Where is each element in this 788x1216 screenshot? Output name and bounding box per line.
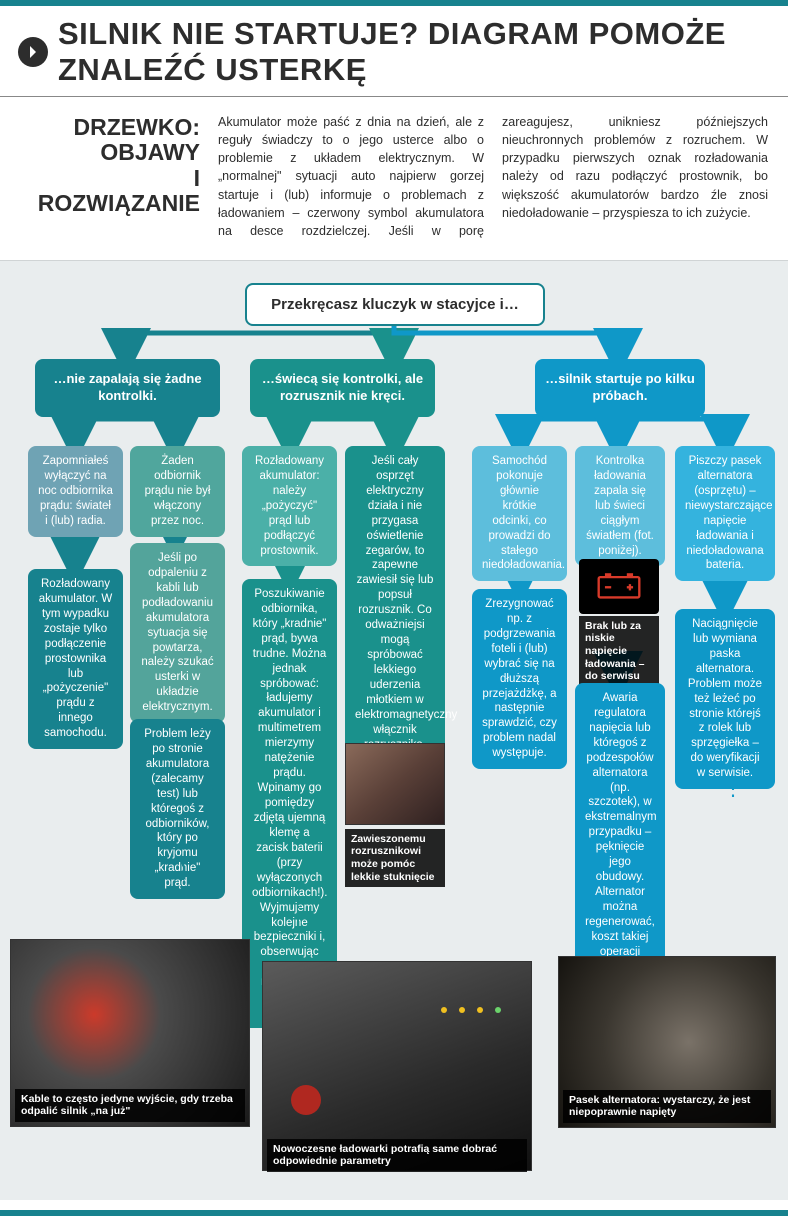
branch2-head: …świecą się kontrolki, ale rozrusznik ni…: [250, 359, 435, 417]
subheading-l2: I ROZWIĄZANIE: [38, 165, 200, 216]
more-dots: ⋮: [173, 859, 190, 884]
b3-a2: Zrezygnować np. z podgrzewania foteli i …: [472, 589, 567, 769]
sub-heading: DRZEWKO: OBJAWY I ROZWIĄZANIE: [25, 113, 200, 240]
page-title: SILNIK NIE STARTUJE? DIAGRAM POMOŻE ZNAL…: [58, 16, 770, 88]
b1-a2: Rozładowany akumulator. W tym wypadku zo…: [28, 569, 123, 749]
photo-cables: Kable to często jedyne wyjście, gdy trze…: [10, 939, 250, 1127]
intro-text: Akumulator może paść z dnia na dzień, al…: [218, 113, 768, 240]
subheading-l1: DRZEWKO: OBJAWY: [74, 114, 200, 165]
more-dots: ⋮: [723, 776, 740, 801]
b2-b1: Jeśli cały osprzęt elektryczny działa i …: [345, 446, 445, 761]
caption-cables: Kable to często jedyne wyjście, gdy trze…: [15, 1089, 245, 1122]
caption-starter: Zawieszonemu rozrusznikowi może pomóc le…: [345, 829, 445, 887]
intro-row: DRZEWKO: OBJAWY I ROZWIĄZANIE Akumulator…: [0, 97, 788, 260]
battery-warning-icon: [579, 559, 659, 614]
start-node: Przekręcasz kluczyk w stacyjce i…: [245, 283, 545, 327]
b1-b1: Żaden odbiornik prądu nie był włączony p…: [130, 446, 225, 537]
bottom-bar: [0, 1210, 788, 1216]
b3-b1: Kontrolka ładowania zapala się lub świec…: [575, 446, 665, 567]
battery-caption: Brak lub za niskie napięcie ładowania – …: [579, 616, 659, 687]
b3-c2: Naciągnięcie lub wymiana paska alternato…: [675, 609, 775, 789]
arrow-right-icon: [18, 37, 48, 67]
b3-c1: Piszczy pasek alternatora (osprzętu) – n…: [675, 446, 775, 582]
b1-a1: Zapomniałeś wyłączyć na noc odbiornika p…: [28, 446, 123, 537]
caption-charger: Nowoczesne ładowarki potrafią same dobra…: [267, 1139, 527, 1172]
b2-a1: Rozładowany akumulator: należy „pożyczyć…: [242, 446, 337, 567]
b3-a1: Samochód pokonuje głównie krótkie odcink…: [472, 446, 567, 582]
branch3-head: …silnik startuje po kilku próbach.: [535, 359, 705, 417]
flowchart: Przekręcasz kluczyk w stacyjce i… …nie z…: [0, 260, 788, 1200]
photo-charger: Nowoczesne ładowarki potrafią same dobra…: [262, 961, 532, 1171]
b1-b2: Jeśli po odpaleniu z kabli lub podładowa…: [130, 543, 225, 723]
photo-belt: Pasek alternatora: wystarczy, że jest ni…: [558, 956, 776, 1128]
title-row: SILNIK NIE STARTUJE? DIAGRAM POMOŻE ZNAL…: [0, 6, 788, 96]
branch1-head: …nie zapalają się żadne kontrolki.: [35, 359, 220, 417]
caption-belt: Pasek alternatora: wystarczy, że jest ni…: [563, 1090, 771, 1123]
more-dots: ⋮: [288, 901, 305, 926]
photo-starter: [345, 743, 445, 825]
more-dots: ⋮: [616, 921, 633, 946]
